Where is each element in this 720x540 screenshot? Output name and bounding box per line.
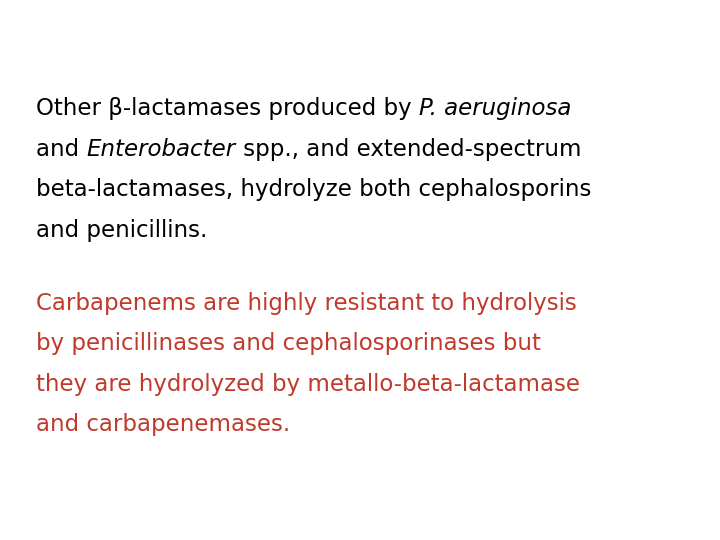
Text: P. aeruginosa: P. aeruginosa	[419, 97, 571, 120]
Text: and: and	[36, 138, 86, 161]
Text: beta-lactamases, hydrolyze both cephalosporins: beta-lactamases, hydrolyze both cephalos…	[36, 178, 591, 201]
Text: Enterobacter: Enterobacter	[86, 138, 235, 161]
Text: they are hydrolyzed by metallo-beta-lactamase: they are hydrolyzed by metallo-beta-lact…	[36, 373, 580, 396]
Text: by penicillinases and cephalosporinases but: by penicillinases and cephalosporinases …	[36, 332, 541, 355]
Text: Carbapenems are highly resistant to hydrolysis: Carbapenems are highly resistant to hydr…	[36, 292, 577, 315]
Text: Other β-lactamases produced by: Other β-lactamases produced by	[36, 97, 419, 120]
Text: and carbapenemases.: and carbapenemases.	[36, 413, 290, 436]
Text: and penicillins.: and penicillins.	[36, 219, 207, 242]
Text: spp., and extended-spectrum: spp., and extended-spectrum	[235, 138, 581, 161]
